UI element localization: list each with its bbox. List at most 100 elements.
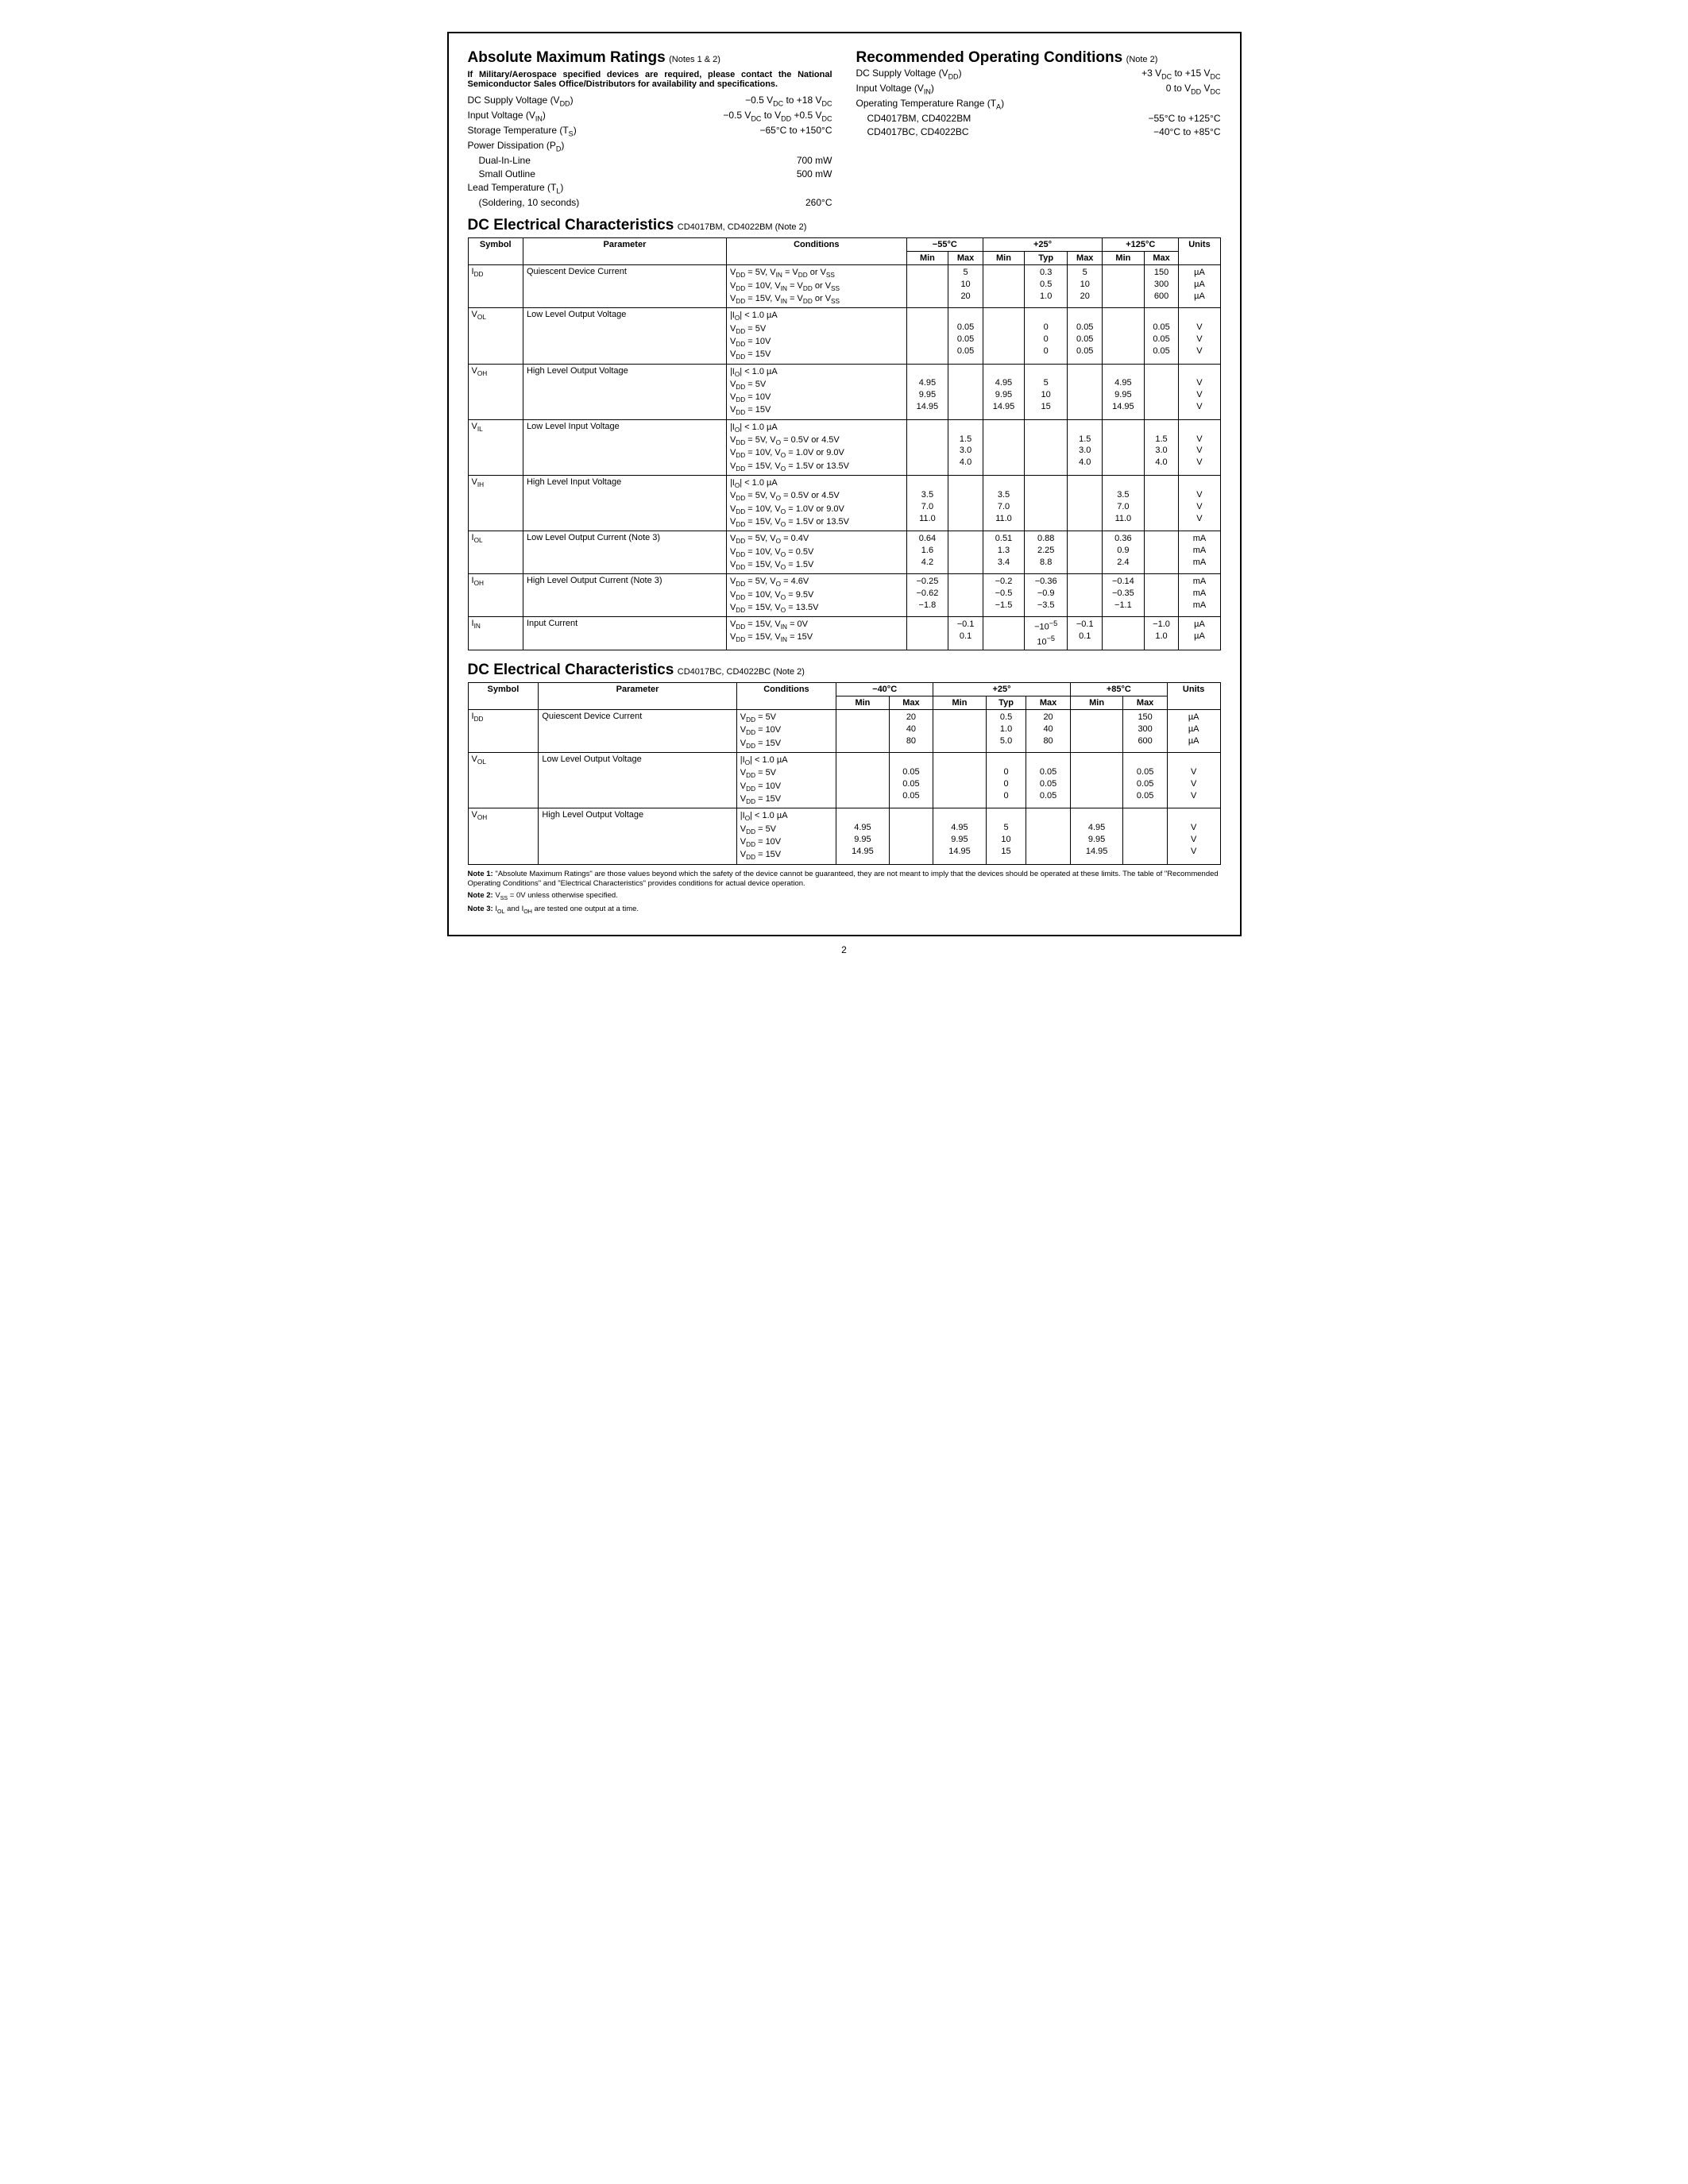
cell-conditions: |IO| < 1.0 µAVDD = 5VVDD = 10VVDD = 15V (736, 808, 836, 864)
col-sub: Min (906, 252, 948, 265)
cell-value (1026, 808, 1070, 864)
cell-value: 204080 (889, 710, 933, 753)
col-sub: Min (1103, 252, 1145, 265)
col-sub: Max (948, 252, 983, 265)
cell-value: −0.25−0.62−1.8 (906, 574, 948, 617)
cell-parameter: High Level Input Voltage (523, 476, 726, 531)
col-sub: Max (1144, 252, 1179, 265)
cell-value (1144, 574, 1179, 617)
cell-value: 0.050.050.05 (1026, 753, 1070, 808)
cell-parameter: Low Level Output Voltage (523, 308, 726, 364)
spec-row: Operating Temperature Range (TA) (856, 97, 1221, 112)
cell-units: mAmAmA (1179, 531, 1220, 574)
cell-conditions: VDD = 15V, VIN = 0VVDD = 15V, VIN = 15V (726, 617, 906, 650)
cell-value: 0.050.050.05 (948, 308, 983, 364)
col-sub: Max (1026, 696, 1070, 710)
cell-parameter: High Level Output Voltage (523, 364, 726, 419)
col-units: Units (1179, 238, 1220, 265)
spec-row: Small Outline500 mW (468, 168, 832, 181)
col-temp-low: −40°C (836, 683, 933, 696)
cell-parameter: Quiescent Device Current (539, 710, 736, 753)
cell-value: 0.882.258.8 (1025, 531, 1068, 574)
cell-value (983, 308, 1024, 364)
cell-units: VVV (1167, 808, 1220, 864)
note-2: Note 2: VSS = 0V unless otherwise specif… (468, 891, 1221, 902)
table-row: IDDQuiescent Device CurrentVDD = 5V, VIN… (468, 265, 1220, 308)
spec-row: CD4017BM, CD4022BM−55°C to +125°C (856, 112, 1221, 125)
cell-value (836, 710, 890, 753)
table-row: VOHHigh Level Output Voltage|IO| < 1.0 µ… (468, 808, 1220, 864)
cell-symbol: VOL (468, 308, 523, 364)
cell-value (1068, 574, 1103, 617)
spec-label: CD4017BC, CD4022BC (856, 125, 1154, 139)
spec-value: −0.5 VDC to VDD +0.5 VDC (723, 109, 832, 124)
notes-section: Note 1: "Absolute Maximum Ratings" are t… (468, 870, 1221, 916)
table-row: IDDQuiescent Device CurrentVDD = 5VVDD =… (468, 710, 1220, 753)
cell-value: 0.050.050.05 (889, 753, 933, 808)
cell-conditions: |IO| < 1.0 µAVDD = 5V, VO = 0.5V or 4.5V… (726, 476, 906, 531)
cell-value (906, 617, 948, 650)
spec-label: Power Dissipation (PD) (468, 139, 832, 154)
cell-value: 3.57.011.0 (983, 476, 1024, 531)
cell-value (1025, 476, 1068, 531)
abs-max-note: (Notes 1 & 2) (669, 55, 720, 64)
cell-value: 204080 (1026, 710, 1070, 753)
cell-value: 0.050.050.05 (1068, 308, 1103, 364)
cell-value: 150300600 (1123, 710, 1167, 753)
rec-op-title: Recommended Operating Conditions (856, 49, 1123, 66)
col-temp-low: −55°C (906, 238, 983, 252)
military-note: If Military/Aerospace specified devices … (468, 70, 832, 89)
cell-value (1070, 753, 1123, 808)
cell-value (1025, 419, 1068, 475)
col-sub: Min (1070, 696, 1123, 710)
cell-symbol: VIL (468, 419, 523, 475)
cell-value: −0.10.1 (948, 617, 983, 650)
cell-value (1144, 476, 1179, 531)
cell-value: 1.53.04.0 (948, 419, 983, 475)
cell-value (983, 419, 1024, 475)
rec-op-list: DC Supply Voltage (VDD)+3 VDC to +15 VDC… (856, 67, 1221, 139)
cell-value (1103, 265, 1145, 308)
cell-value: 000 (1025, 308, 1068, 364)
top-columns: Absolute Maximum Ratings (Notes 1 & 2) I… (468, 49, 1221, 209)
spec-value: 260°C (805, 196, 832, 210)
cell-value: 4.959.9514.95 (1070, 808, 1123, 864)
cell-value: 51020 (1068, 265, 1103, 308)
cell-symbol: IDD (468, 265, 523, 308)
table-row: VOLLow Level Output Voltage|IO| < 1.0 µA… (468, 308, 1220, 364)
col-symbol: Symbol (468, 683, 539, 710)
cell-symbol: IIN (468, 617, 523, 650)
cell-symbol: IOL (468, 531, 523, 574)
spec-label: Input Voltage (VIN) (468, 109, 724, 124)
cell-symbol: IDD (468, 710, 539, 753)
cell-value (906, 308, 948, 364)
cell-units: VVV (1167, 753, 1220, 808)
spec-row: Lead Temperature (TL) (468, 181, 832, 196)
abs-max-list: DC Supply Voltage (VDD)−0.5 VDC to +18 V… (468, 94, 832, 209)
abs-max-title: Absolute Maximum Ratings (468, 49, 666, 66)
cell-units: µAµAµA (1179, 265, 1220, 308)
col-parameter: Parameter (539, 683, 736, 710)
cell-units: mAmAmA (1179, 574, 1220, 617)
cell-value (948, 531, 983, 574)
cell-conditions: VDD = 5V, VO = 0.4VVDD = 10V, VO = 0.5VV… (726, 531, 906, 574)
col-sub: Typ (1025, 252, 1068, 265)
cell-value (1070, 710, 1123, 753)
col-temp-high: +125°C (1103, 238, 1179, 252)
spec-label: Storage Temperature (TS) (468, 124, 760, 139)
col-temp-high: +85°C (1070, 683, 1167, 696)
table1-sub: CD4017BM, CD4022BM (Note 2) (678, 222, 807, 232)
cell-value: 1.53.04.0 (1144, 419, 1179, 475)
rec-op-note: (Note 2) (1126, 55, 1158, 64)
cell-value: 1.53.04.0 (1068, 419, 1103, 475)
cell-value (948, 574, 983, 617)
cell-value: −10−510−5 (1025, 617, 1068, 650)
cell-value: 4.959.9514.95 (933, 808, 987, 864)
cell-value (1103, 419, 1145, 475)
cell-value: 4.959.9514.95 (836, 808, 890, 864)
spec-row: DC Supply Voltage (VDD)+3 VDC to +15 VDC (856, 67, 1221, 82)
spec-row: Power Dissipation (PD) (468, 139, 832, 154)
col-sub: Min (933, 696, 987, 710)
col-sub: Max (1123, 696, 1167, 710)
cell-value: −0.10.1 (1068, 617, 1103, 650)
